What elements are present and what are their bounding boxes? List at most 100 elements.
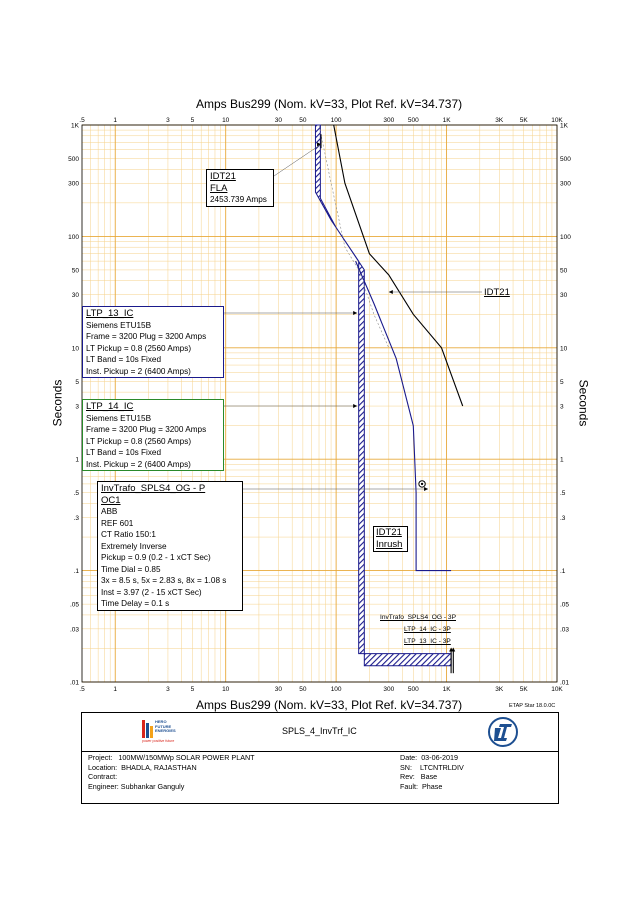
ltp14-box: LTP_14_IC Siemens ETU15B Frame = 3200 Pl… <box>82 399 224 471</box>
series-line-0 <box>333 124 464 407</box>
x-tick-label: 30 <box>275 686 283 693</box>
x-tick-label: 500 <box>408 117 419 124</box>
inrush-title: IDT21 <box>376 527 402 538</box>
invtrafo-line: ABB <box>101 507 118 516</box>
project-label: Project: <box>88 753 113 762</box>
y-tick-label: 1K <box>560 123 569 130</box>
y-tick-label: .05 <box>70 602 79 609</box>
leader-fla <box>273 144 322 177</box>
leader-ltp13-arrow <box>353 311 358 315</box>
hero-tagline: power positive future <box>142 739 175 743</box>
y-tick-label: 1K <box>71 123 80 130</box>
invtrafo-line: Pickup = 0.9 (0.2 - 1 xCT Sec) <box>101 553 211 562</box>
ltp14-line: LT Pickup = 0.8 (2560 Amps) <box>86 436 192 446</box>
y-tick-label: 50 <box>72 267 80 274</box>
ltp14-title: LTP_14_IC <box>86 401 134 412</box>
x-tick-label: 50 <box>299 686 307 693</box>
fault-value: Phase <box>421 781 443 791</box>
y-tick-label: .01 <box>70 680 79 687</box>
y-tick-label: 1 <box>75 457 79 464</box>
y-tick-label: 3 <box>75 404 79 411</box>
y-tick-label: 100 <box>68 234 79 241</box>
sn-label: SN: <box>400 762 412 772</box>
ltp13-line: Siemens ETU15B <box>86 320 152 330</box>
footer-panel: HERO FUTURE ENERGIES power positive futu… <box>81 712 559 804</box>
x-tick-label: 10 <box>222 686 230 693</box>
location-label: Location: <box>88 762 118 772</box>
x-tick-label: 100 <box>331 117 342 124</box>
idt21-fla-value: 2453.739 Amps <box>210 195 267 204</box>
invtrafo-line: Time Delay = 0.1 s <box>101 599 170 608</box>
ltp13-box: LTP_13_IC Siemens ETU15B Frame = 3200 Pl… <box>82 306 224 378</box>
curve-label-invtrafo: InvTrafo_SPLS4_OG - 3P <box>380 614 456 621</box>
y-tick-label: 5 <box>560 379 564 386</box>
relay-point-center <box>420 482 424 486</box>
x-tick-label: 300 <box>383 117 394 124</box>
x-tick-label: 100 <box>331 686 342 693</box>
ltp13-line: LT Pickup = 0.8 (2560 Amps) <box>86 343 192 353</box>
invtrafo-line: Extremely Inverse <box>101 541 167 551</box>
lt-logo <box>488 717 518 747</box>
curve-label-ltp13: LTP_13_IC - 3P <box>404 638 451 645</box>
y-tick-label: 30 <box>72 292 80 299</box>
ltp14-line: Frame = 3200 Plug = 3200 Amps <box>86 425 207 434</box>
y-tick-label: .01 <box>560 680 569 687</box>
invtrafo-title: InvTrafo_SPLS4_OG - P <box>101 483 206 494</box>
ltp13-line: LT Band = 10s Fixed <box>86 355 162 364</box>
x-tick-label: 3 <box>166 117 170 124</box>
rev-value: Base <box>420 772 438 781</box>
y-tick-label: 5 <box>75 379 79 386</box>
idt21-inrush-box: IDT21 Inrush <box>373 526 408 552</box>
project-value: 100MW/150MWp SOLAR POWER PLANT <box>118 753 255 762</box>
x-tick-label: 10K <box>551 117 563 124</box>
curve-label-ltp14: LTP_14_IC - 3P <box>404 626 451 633</box>
invtrafo-line: 3x = 8.5 s, 5x = 2.83 s, 8x = 1.08 s <box>101 576 227 585</box>
invtrafo-relay-box: InvTrafo_SPLS4_OG - P OC1 ABB REF 601 CT… <box>97 481 243 611</box>
engineer-label: Engineer: <box>88 781 119 791</box>
x-tick-label: 5 <box>191 686 195 693</box>
contract-label: Contract: <box>88 772 118 781</box>
y-tick-label: .1 <box>560 568 566 575</box>
leader-idt21-arrow <box>388 290 393 294</box>
y-tick-label: .5 <box>74 490 80 497</box>
x-tick-label: .5 <box>79 117 85 124</box>
fault-label: Fault: <box>400 781 418 791</box>
x-tick-label: 1K <box>443 117 452 124</box>
y-tick-label: 500 <box>68 156 79 163</box>
x-tick-label: 1 <box>113 686 117 693</box>
y-tick-label: 300 <box>560 181 571 188</box>
chart-title-bottom: Amps Bus299 (Nom. kV=33, Plot Ref. kV=34… <box>196 698 463 712</box>
y-tick-labels-right: 1K 500 300 100 50 30 10 5 3 1 .5 .3 .1 .05 .03 .01 <box>560 123 571 687</box>
y-tick-label: 1 <box>560 457 564 464</box>
x-tick-label: 3K <box>495 117 504 124</box>
y-tick-label: .03 <box>70 626 79 633</box>
footer-right-info: Date: 03-06-2019 SN: LTCNTRLDIV Rev: Bas… <box>400 753 464 791</box>
leader-invtrafo-arrow <box>424 487 429 491</box>
x-tick-label: 3 <box>166 686 170 693</box>
y-tick-label: 10 <box>560 345 568 352</box>
x-tick-label: 3K <box>495 686 504 693</box>
ltp14-line: LT Band = 10s Fixed <box>86 448 162 457</box>
y-axis-label-left: Seconds <box>50 379 65 427</box>
hero-logo: HERO FUTURE ENERGIES power positive futu… <box>142 718 178 744</box>
idt21-fla-title: IDT21 <box>210 171 236 182</box>
leader-fla-arrow <box>317 142 322 147</box>
ltp14-line: Inst. Pickup = 2 (6400 Amps) <box>86 459 191 469</box>
y-tick-label: 30 <box>560 292 568 299</box>
ltp13-line: Inst. Pickup = 2 (6400 Amps) <box>86 366 191 376</box>
inrush-sub: Inrush <box>376 538 403 550</box>
y-tick-label: 100 <box>560 234 571 241</box>
y-tick-label: .5 <box>560 490 566 497</box>
hero-logo-line: ENERGIES <box>155 728 176 733</box>
curve-series <box>318 124 464 674</box>
lt-logo-icon <box>494 724 512 741</box>
hero-logo-line: HERO <box>155 719 167 724</box>
invtrafo-line: Time Dial = 0.85 <box>101 564 161 574</box>
idt21-curve-label: IDT21 <box>484 287 510 298</box>
x-tick-labels-top: .5 1 3 5 10 30 50 100 300 500 1K 3K 5K 10K <box>79 117 563 124</box>
footer-left-info: Project: 100MW/150MWp SOLAR POWER PLANT … <box>88 753 255 791</box>
date-value: 03-06-2019 <box>421 753 458 762</box>
invtrafo-title2: OC1 <box>101 494 121 506</box>
x-tick-label: 1 <box>113 117 117 124</box>
y-tick-labels-left: 1K 500 300 100 50 30 10 5 3 1 .5 .3 .1 .05 .03 .01 <box>68 123 80 687</box>
